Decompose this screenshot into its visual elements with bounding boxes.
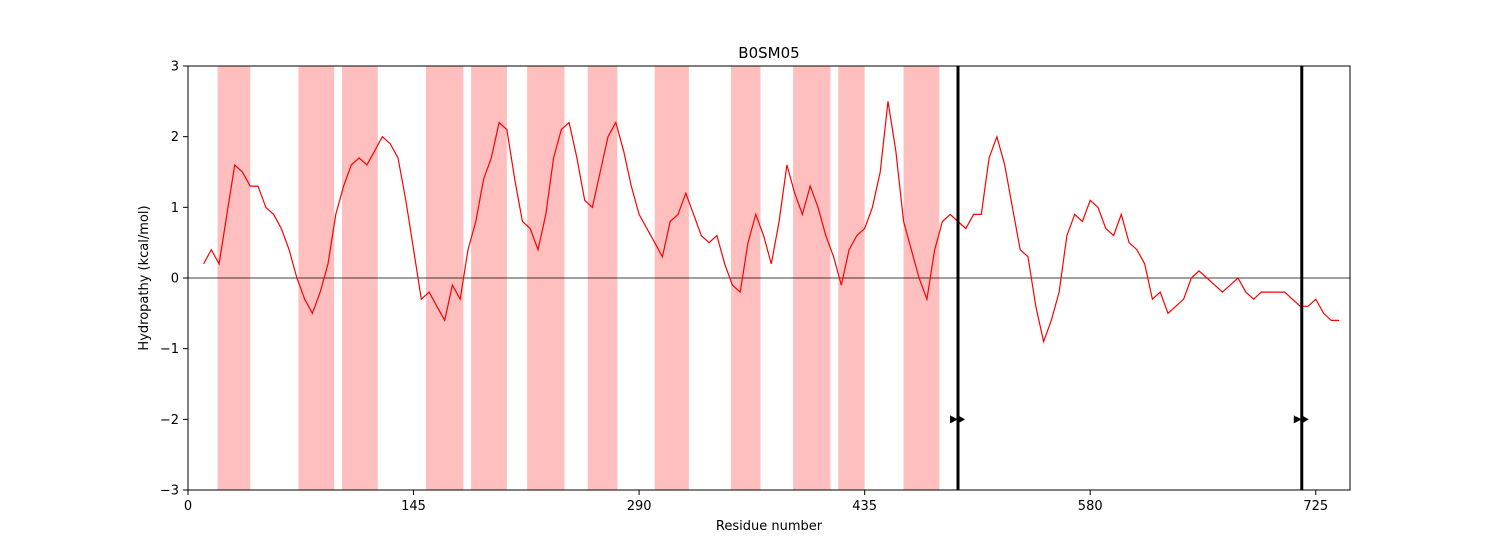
x-tick-label-1: 145 bbox=[401, 499, 426, 514]
x-axis-label: Residue number bbox=[716, 519, 823, 534]
y-tick-label-2: −1 bbox=[160, 342, 179, 357]
x-tick-label-0: 0 bbox=[184, 499, 192, 514]
y-tick-label-0: −3 bbox=[160, 484, 179, 499]
x-tick-label-5: 725 bbox=[1303, 499, 1328, 514]
series-line-0 bbox=[203, 101, 1340, 344]
marker-arrow-0 bbox=[950, 415, 965, 424]
y-tick-label-5: 2 bbox=[171, 130, 179, 145]
x-tick-label-2: 290 bbox=[627, 499, 652, 514]
x-axis: 0 145 290 435 580 725 bbox=[184, 490, 1328, 514]
x-tick-label-4: 580 bbox=[1078, 499, 1103, 514]
y-tick-label-4: 1 bbox=[171, 201, 179, 216]
y-axis-label: Hydropathy (kcal/mol) bbox=[137, 205, 152, 350]
y-tick-label-6: 3 bbox=[171, 60, 179, 75]
chart-title: B0SM05 bbox=[738, 44, 799, 62]
y-tick-label-1: −2 bbox=[160, 413, 179, 428]
marker-arrows bbox=[950, 415, 1309, 424]
x-tick-label-3: 435 bbox=[852, 499, 877, 514]
series-group bbox=[203, 101, 1340, 344]
marker-arrow-1 bbox=[1293, 415, 1309, 424]
y-tick-label-3: 0 bbox=[171, 272, 179, 287]
y-axis: −3 −2 −1 0 1 2 3 bbox=[160, 60, 188, 499]
